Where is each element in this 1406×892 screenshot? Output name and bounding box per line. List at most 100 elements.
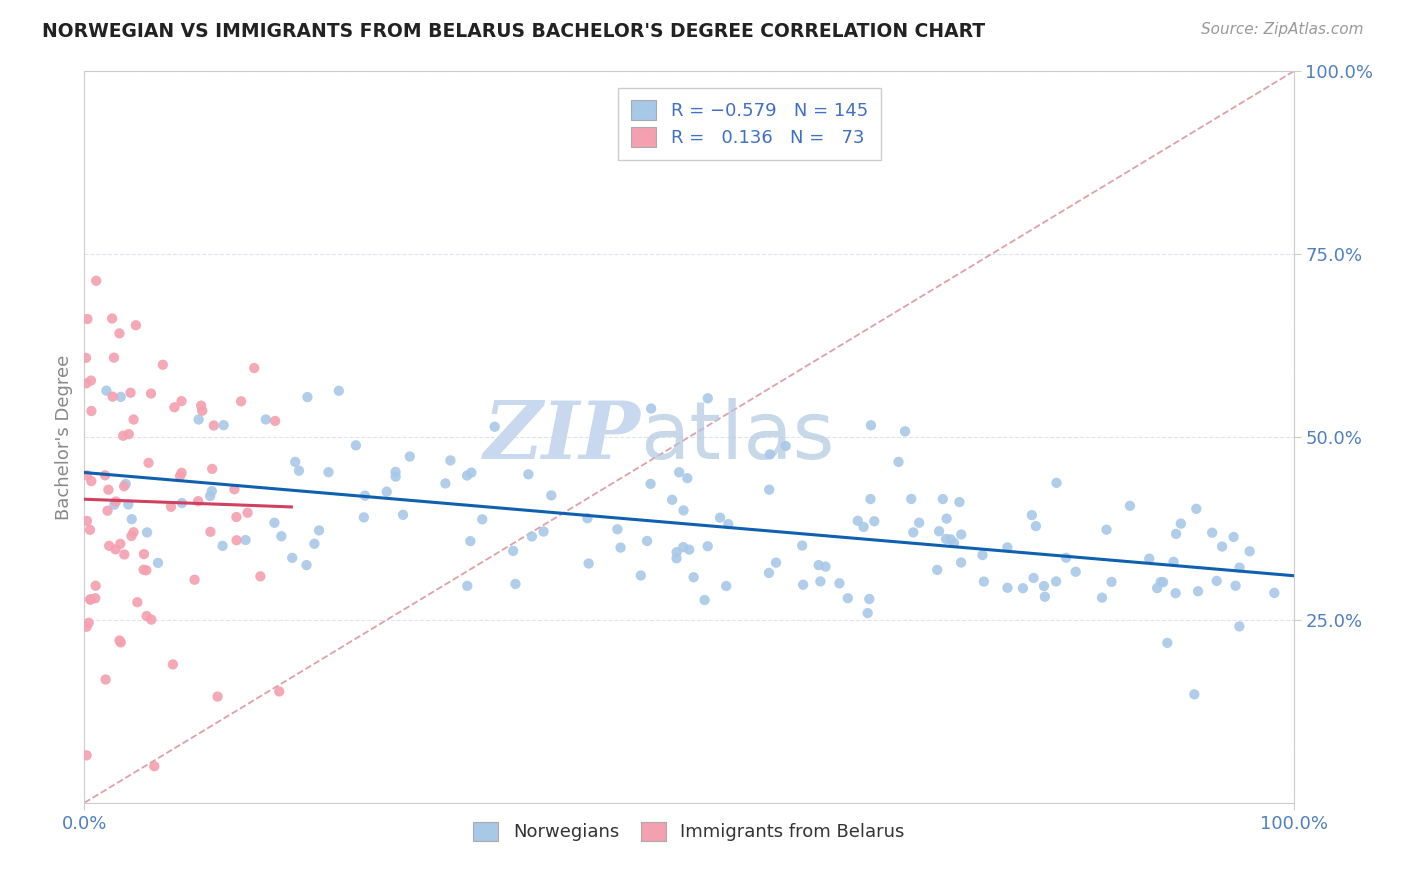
Point <box>392 508 415 522</box>
Point <box>640 401 662 416</box>
Point <box>661 492 683 507</box>
Point <box>207 690 229 704</box>
Point <box>814 559 837 574</box>
Point <box>460 466 482 480</box>
Point <box>943 536 966 550</box>
Point <box>1146 581 1168 595</box>
Point <box>859 418 882 433</box>
Point <box>758 566 780 580</box>
Point <box>235 533 257 547</box>
Point <box>973 574 995 589</box>
Point <box>759 447 782 461</box>
Point <box>1229 560 1251 574</box>
Text: NORWEGIAN VS IMMIGRANTS FROM BELARUS BACHELOR'S DEGREE CORRELATION CHART: NORWEGIAN VS IMMIGRANTS FROM BELARUS BAC… <box>42 22 986 41</box>
Point <box>76 514 98 528</box>
Point <box>1164 586 1187 600</box>
Point <box>1025 519 1047 533</box>
Point <box>127 595 149 609</box>
Point <box>187 412 209 426</box>
Point <box>682 570 704 584</box>
Point <box>84 274 107 288</box>
Point <box>935 511 957 525</box>
Point <box>950 527 973 541</box>
Point <box>96 504 118 518</box>
Point <box>696 539 718 553</box>
Point <box>852 520 875 534</box>
Point <box>354 489 377 503</box>
Point <box>1033 590 1056 604</box>
Point <box>318 465 340 479</box>
Point <box>1054 550 1077 565</box>
Point <box>1222 530 1244 544</box>
Text: ZIP: ZIP <box>484 399 641 475</box>
Point <box>807 558 830 573</box>
Point <box>187 494 209 508</box>
Point <box>110 635 132 649</box>
Point <box>108 633 131 648</box>
Point <box>1156 636 1178 650</box>
Point <box>139 386 162 401</box>
Point <box>79 523 101 537</box>
Point <box>434 476 457 491</box>
Point <box>1021 508 1043 522</box>
Point <box>471 512 494 526</box>
Point <box>1091 591 1114 605</box>
Point <box>1239 544 1261 558</box>
Point <box>398 450 420 464</box>
Point <box>118 427 141 442</box>
Point <box>80 404 103 418</box>
Point <box>225 533 247 548</box>
Point <box>1064 565 1087 579</box>
Point <box>80 474 103 488</box>
Point <box>900 491 922 506</box>
Point <box>103 498 125 512</box>
Point <box>125 318 148 333</box>
Point <box>672 503 695 517</box>
Point <box>717 517 740 532</box>
Point <box>344 438 367 452</box>
Point <box>328 384 350 398</box>
Point <box>94 468 117 483</box>
Point <box>668 465 690 479</box>
Point <box>502 544 524 558</box>
Point <box>927 563 949 577</box>
Point <box>135 609 157 624</box>
Point <box>146 556 169 570</box>
Point <box>792 539 814 553</box>
Point <box>169 469 191 483</box>
Point <box>1101 574 1123 589</box>
Point <box>97 483 120 497</box>
Point <box>162 657 184 672</box>
Point <box>576 511 599 525</box>
Point <box>76 620 98 634</box>
Point <box>80 592 103 607</box>
Point <box>75 351 97 365</box>
Point <box>94 673 117 687</box>
Point <box>908 516 931 530</box>
Point <box>693 593 716 607</box>
Point <box>117 498 139 512</box>
Point <box>138 456 160 470</box>
Point <box>630 568 652 582</box>
Point <box>578 557 600 571</box>
Point <box>288 464 311 478</box>
Point <box>1022 571 1045 585</box>
Point <box>121 529 143 543</box>
Point <box>775 439 797 453</box>
Point <box>678 542 700 557</box>
Point <box>1205 574 1227 588</box>
Point <box>202 418 225 433</box>
Point <box>96 384 118 398</box>
Point <box>101 311 124 326</box>
Point <box>828 576 851 591</box>
Point <box>170 394 193 409</box>
Point <box>859 492 882 507</box>
Point <box>77 615 100 630</box>
Point <box>76 468 98 483</box>
Point <box>903 525 925 540</box>
Point <box>948 495 970 509</box>
Point <box>935 532 957 546</box>
Point <box>810 574 832 589</box>
Point <box>887 455 910 469</box>
Point <box>122 525 145 540</box>
